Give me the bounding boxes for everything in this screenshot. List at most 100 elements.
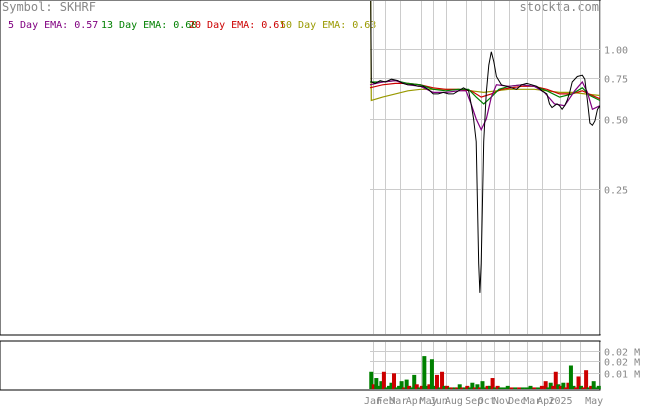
volume-bar	[488, 385, 493, 389]
volume-bar	[561, 382, 566, 389]
volume-bar	[397, 385, 402, 389]
legend-5-day-ema: 5 Day EMA: 0.57	[8, 20, 98, 31]
volume-bar	[460, 387, 465, 389]
volume-bar	[394, 387, 399, 389]
volume-bar	[422, 356, 427, 389]
volume-bars	[369, 356, 601, 389]
volume-y-axis: 0.02 M0.02 M0.01 M	[604, 348, 640, 381]
volume-bar	[483, 387, 487, 389]
volume-bar	[571, 385, 576, 389]
volume-bar	[532, 387, 537, 389]
x-tick-label: Oct	[478, 396, 496, 406]
volume-bar	[392, 373, 397, 389]
volume-bar	[419, 385, 424, 389]
x-tick-label: May	[585, 396, 603, 406]
volume-bar	[475, 384, 480, 389]
volume-bar	[548, 382, 553, 389]
x-tick-label: Mar	[523, 396, 541, 406]
price-y-axis: 1.00 0.75 0.50 0.25	[604, 46, 628, 197]
volume-y-tick: 0.02 M	[604, 358, 640, 369]
volume-bar	[553, 371, 558, 389]
volume-bar	[501, 387, 506, 389]
volume-bar	[505, 385, 510, 389]
volume-bar	[509, 387, 514, 389]
legend-13-day-ema: 13 Day EMA: 0.60	[101, 20, 197, 31]
volume-bar	[384, 387, 389, 389]
volume-bar	[452, 387, 457, 389]
volume-bar	[546, 387, 551, 389]
volume-bar	[407, 385, 412, 389]
volume-bar	[427, 384, 432, 389]
volume-bar	[437, 387, 442, 389]
price-y-tick: 0.25	[604, 186, 628, 197]
volume-bar	[528, 385, 533, 389]
volume-bar	[429, 359, 434, 389]
volume-bar	[558, 385, 563, 389]
symbol-label: Symbol: SKHRF	[2, 0, 96, 14]
x-tick-label: Apr	[406, 396, 424, 406]
x-tick-label: Jan	[364, 396, 382, 406]
volume-bar	[594, 387, 599, 389]
ema-line-50-day-ema	[370, 1, 600, 102]
volume-bar	[445, 385, 450, 389]
volume-bar	[381, 371, 386, 389]
x-tick-label: Nov	[493, 396, 511, 406]
volume-bar	[517, 387, 522, 389]
price-line	[370, 1, 600, 293]
volume-bar	[386, 385, 391, 389]
volume-gridlines	[370, 351, 600, 374]
site-name: stockta.com	[520, 0, 599, 14]
volume-bar	[524, 387, 529, 389]
ema-line-5-day-ema	[369, 79, 600, 132]
volume-bar	[462, 387, 467, 389]
volume-bar	[556, 384, 561, 389]
volume-bar	[498, 387, 503, 389]
volume-bar	[404, 379, 409, 389]
volume-bar	[490, 378, 495, 389]
price-y-tick: 0.75	[604, 75, 628, 86]
volume-bar	[520, 387, 525, 389]
volume-y-tick: 0.02 M	[604, 348, 640, 359]
volume-bar	[467, 387, 472, 389]
volume-bar	[440, 371, 445, 389]
price-y-tick: 0.50	[604, 116, 628, 127]
volume-bar	[477, 387, 482, 389]
x-tick-label: 2025	[549, 396, 573, 406]
price-vertical-gridlines	[373, 1, 601, 334]
volume-bar	[389, 382, 394, 389]
volume-bar	[584, 370, 589, 389]
x-tick-label: May	[420, 396, 438, 406]
price-y-tick: 1.00	[604, 46, 628, 57]
ema-legend: 5 Day EMA: 0.57 13 Day EMA: 0.60 20 Day …	[8, 20, 376, 31]
x-tick-label: Sep	[465, 396, 483, 406]
volume-bar	[374, 378, 379, 389]
volume-bar	[412, 374, 417, 389]
volume-bar	[371, 384, 376, 389]
volume-bar	[447, 387, 452, 389]
volume-bar	[493, 387, 498, 389]
volume-bar	[536, 387, 541, 389]
x-tick-label: Aug	[445, 396, 463, 406]
ema-line-13-day-ema	[370, 79, 600, 105]
volume-bar	[563, 387, 568, 389]
volume-bar	[417, 387, 422, 389]
x-tick-label: Apr	[537, 396, 555, 406]
volume-bar	[589, 385, 594, 389]
legend-50-day-ema: 50 Day EMA: 0.63	[280, 20, 376, 31]
volume-bar	[442, 385, 447, 389]
volume-bar	[539, 385, 544, 389]
volume-bar	[399, 381, 404, 389]
volume-bar	[586, 387, 591, 389]
volume-bar	[450, 387, 455, 389]
volume-bar	[414, 384, 419, 389]
volume-bar	[551, 385, 556, 389]
volume-bar	[409, 387, 414, 389]
volume-bar	[591, 381, 596, 389]
volume-bar	[434, 374, 439, 389]
volume-bar	[596, 385, 601, 389]
x-tick-label: Dec	[508, 396, 526, 406]
volume-bar	[465, 385, 470, 389]
legend-20-day-ema: 20 Day EMA: 0.61	[189, 20, 285, 31]
